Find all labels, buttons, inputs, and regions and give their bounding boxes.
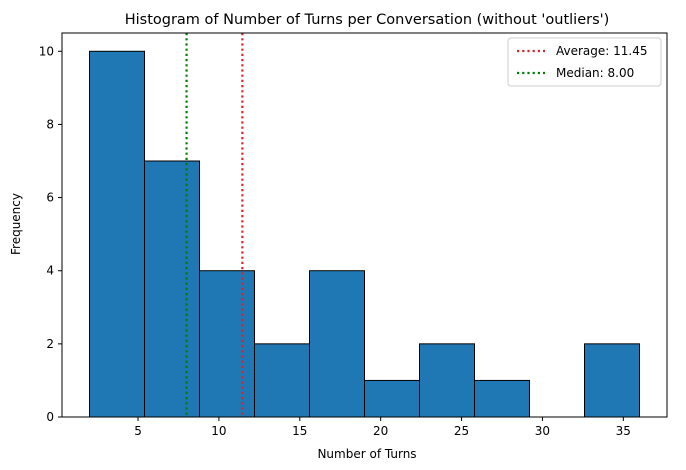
histogram-bar-3 bbox=[199, 270, 255, 418]
x-tick-label: 10 bbox=[211, 424, 226, 438]
y-tick-label: 10 bbox=[39, 44, 54, 58]
x-axis-ticks: 5 10 15 20 25 30 35 bbox=[134, 417, 631, 438]
x-tick-label: 35 bbox=[616, 424, 631, 438]
y-tick-label: 0 bbox=[46, 410, 54, 424]
y-tick-label: 6 bbox=[46, 191, 54, 205]
chart-title: Histogram of Number of Turns per Convers… bbox=[125, 12, 610, 28]
plot-frame bbox=[61, 32, 668, 418]
x-tick-label: 30 bbox=[535, 424, 550, 438]
histogram-bar-10 bbox=[584, 343, 640, 418]
reference-lines-group bbox=[185, 33, 244, 417]
histogram-bar-1 bbox=[89, 50, 145, 418]
histogram-bar-2 bbox=[144, 160, 200, 418]
bars-group bbox=[89, 50, 640, 418]
histogram-bar-6 bbox=[364, 379, 420, 418]
histogram-bar-4 bbox=[254, 343, 310, 418]
legend-entry-1: Average: 11.45 bbox=[556, 44, 648, 58]
legend: Average: 11.45 Median: 8.00 bbox=[507, 37, 662, 87]
x-axis-label: Number of Turns bbox=[317, 447, 416, 461]
histogram-bar-7 bbox=[419, 343, 475, 418]
histogram-bar-5 bbox=[309, 270, 365, 418]
y-axis-label: Frequency bbox=[9, 193, 23, 255]
x-tick-label: 15 bbox=[292, 424, 307, 438]
legend-entry-2: Median: 8.00 bbox=[556, 66, 634, 80]
y-axis-ticks: 0 2 4 6 8 10 bbox=[39, 44, 62, 424]
y-tick-label: 8 bbox=[46, 117, 54, 131]
y-tick-label: 4 bbox=[46, 264, 54, 278]
histogram-bar-8 bbox=[474, 379, 530, 418]
y-tick-label: 2 bbox=[46, 337, 54, 351]
x-tick-label: 25 bbox=[454, 424, 469, 438]
legend-box bbox=[507, 37, 662, 87]
x-tick-label: 5 bbox=[134, 424, 142, 438]
x-tick-label: 20 bbox=[373, 424, 388, 438]
